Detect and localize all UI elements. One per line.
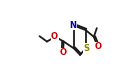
Text: N: N bbox=[70, 21, 77, 30]
Text: O: O bbox=[51, 32, 58, 41]
Text: O: O bbox=[60, 48, 67, 57]
Text: S: S bbox=[84, 44, 90, 53]
Text: O: O bbox=[95, 42, 102, 51]
